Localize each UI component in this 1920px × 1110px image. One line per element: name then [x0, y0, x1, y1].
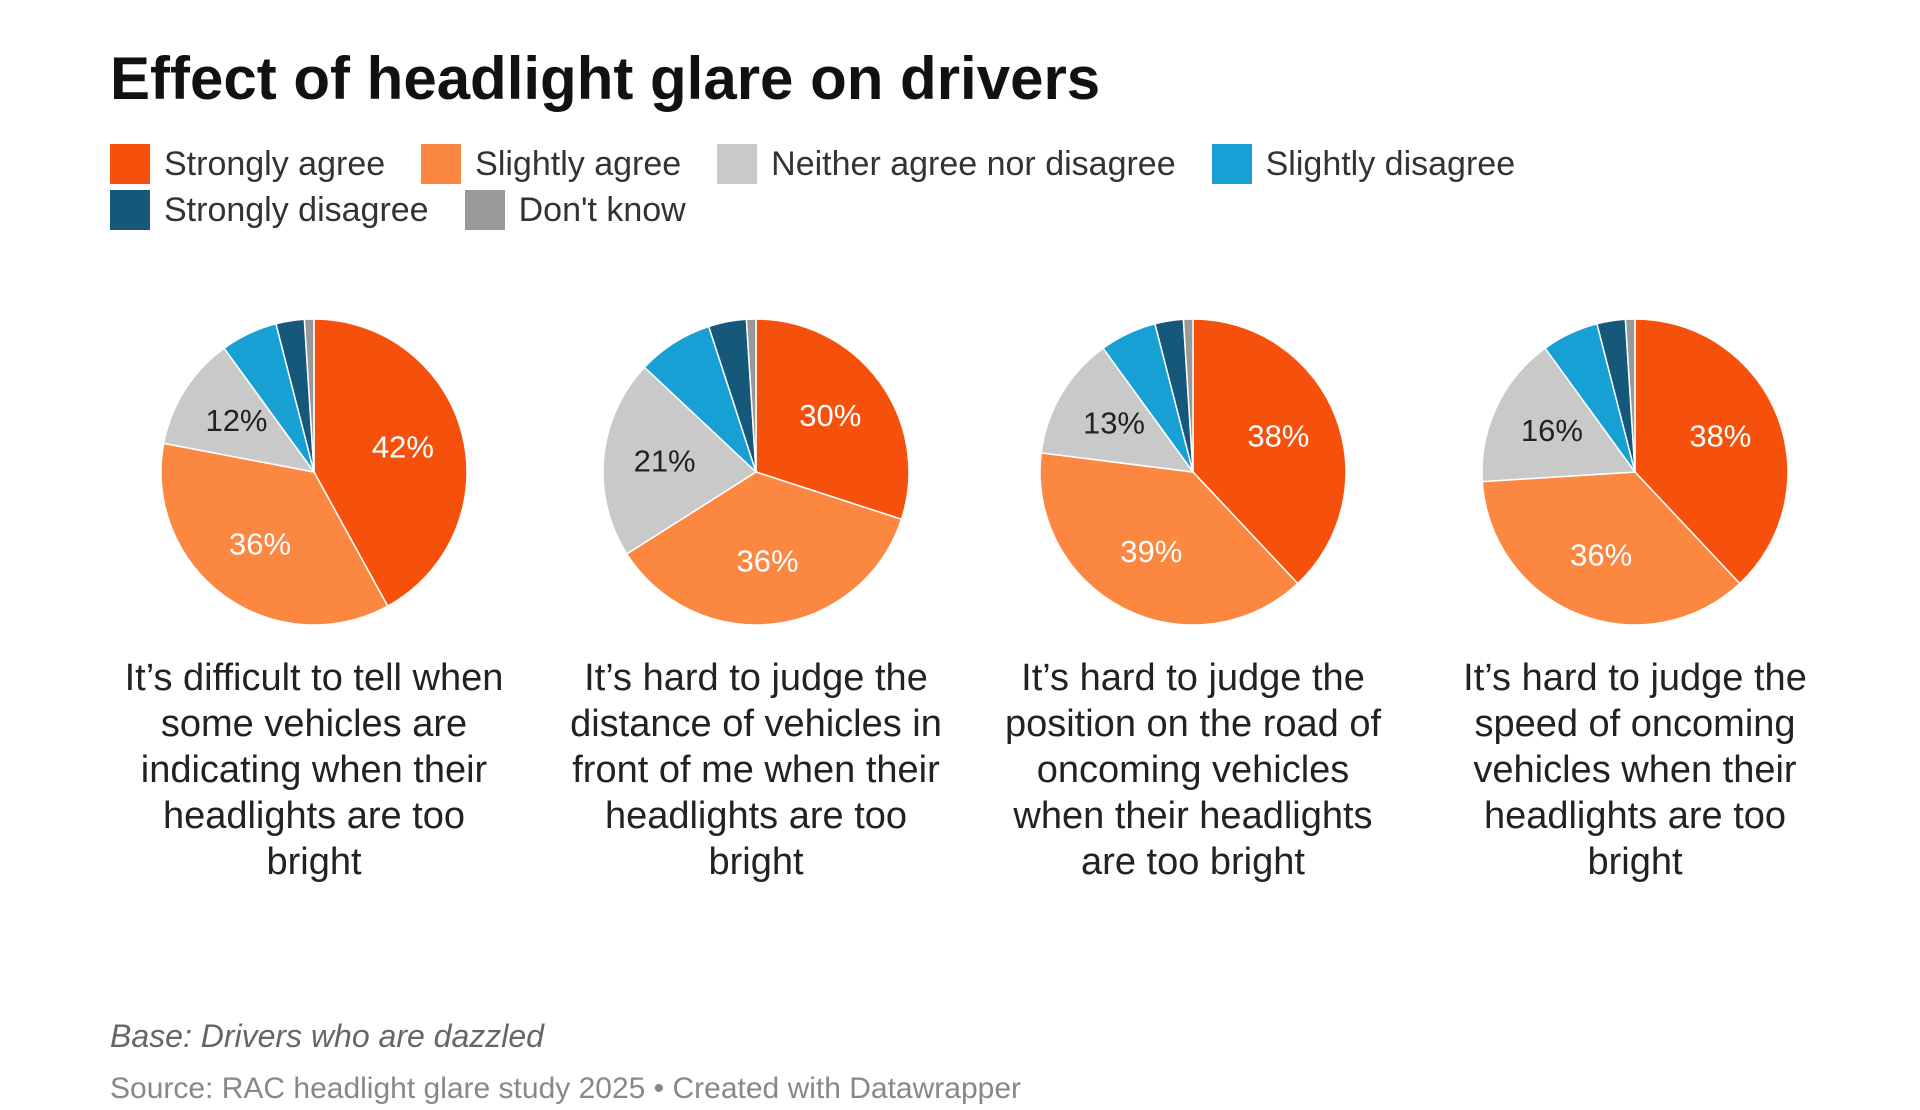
pie-slice — [313, 318, 468, 608]
legend-label: Slightly agree — [475, 144, 682, 183]
source: Source: RAC headlight glare study 2025 •… — [110, 1072, 1022, 1105]
pie-slice — [1039, 451, 1299, 626]
slice-label: 38% — [1247, 418, 1309, 453]
pie-caption: It’s difficult to tell when some vehicle… — [124, 657, 504, 883]
legend-item: Strongly disagree — [110, 190, 429, 230]
pie-caption: It’s hard to judge the distance of vehic… — [570, 657, 942, 883]
pie-slice — [1192, 318, 1347, 585]
legend-label: Don't know — [518, 190, 686, 229]
legend-label: Strongly agree — [164, 144, 386, 183]
pie-slice — [1634, 318, 1789, 585]
slice-label: 16% — [1521, 413, 1583, 448]
legend-swatch — [421, 144, 462, 184]
slice-label: 13% — [1083, 405, 1145, 440]
slice-label: 39% — [1120, 534, 1182, 569]
legend-item: Neither agree nor disagree — [717, 144, 1176, 184]
pie-slice — [1481, 347, 1637, 483]
legend-item: Slightly agree — [421, 144, 681, 184]
legend-item: Don't know — [464, 190, 686, 230]
slice-label: 36% — [229, 526, 291, 561]
pie-slice — [602, 366, 758, 556]
pie-slice — [625, 471, 903, 626]
slice-label: 12% — [205, 403, 267, 438]
legend: Strongly agree Slightly agree Neither agre… — [110, 144, 1670, 230]
pie-slice — [1481, 471, 1741, 626]
legend-swatch — [717, 144, 758, 184]
pie-slice — [160, 442, 389, 626]
pie-caption: It’s hard to judge the position on the r… — [1004, 657, 1382, 883]
note: Base: Drivers who are dazzled — [110, 1018, 544, 1054]
pie-slice — [1040, 347, 1195, 473]
slice-label: 36% — [1570, 538, 1632, 573]
legend-item: Strongly agree — [110, 144, 385, 184]
legend-label: Neither agree nor disagree — [771, 144, 1176, 183]
slice-label: 30% — [799, 398, 861, 433]
pie-slice — [303, 318, 315, 473]
slice-label: 36% — [736, 543, 798, 578]
legend-label: Strongly disagree — [164, 190, 429, 229]
slice-label: 42% — [372, 429, 434, 464]
legend-swatch — [1211, 144, 1252, 184]
legend-swatch — [464, 190, 505, 230]
pie-charts: 42% 36% 12% 30% 36% 21% 38% 39% 13% 38% 36% 16% — [160, 318, 1789, 626]
pie-slice — [745, 318, 757, 473]
title: Effect of headlight glare on drivers — [110, 45, 1101, 112]
legend-swatch — [110, 144, 150, 184]
pie-slice — [162, 347, 316, 474]
pie-slice — [755, 318, 910, 521]
legend-swatch — [110, 190, 150, 230]
pie-slice — [1182, 318, 1194, 473]
legend-item: Slightly disagree — [1211, 144, 1516, 184]
pie-caption: It’s hard to judge the speed of oncoming… — [1463, 657, 1807, 883]
pie-slice — [1624, 318, 1636, 473]
slice-label: 38% — [1689, 418, 1751, 453]
slice-label: 21% — [634, 444, 696, 479]
legend-label: Slightly disagree — [1265, 144, 1516, 183]
